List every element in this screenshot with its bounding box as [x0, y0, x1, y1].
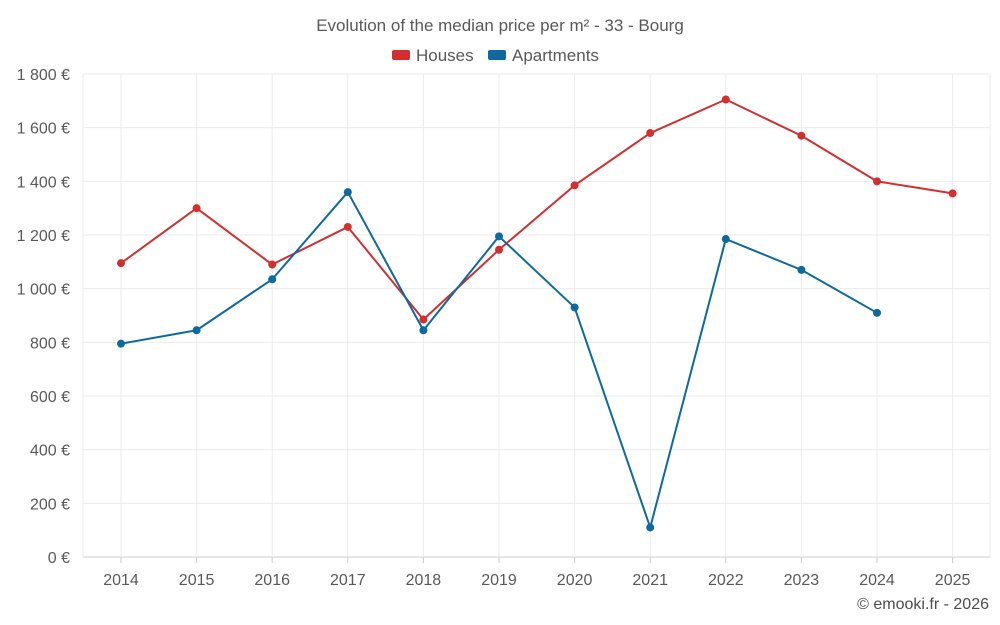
data-point-apartments[interactable] [117, 339, 125, 348]
y-tick-label: 0 € [48, 550, 70, 567]
grid [82, 73, 991, 558]
data-point-houses[interactable] [797, 131, 806, 140]
legend: Houses Apartments [392, 46, 599, 65]
data-point-apartments[interactable] [721, 235, 730, 244]
data-point-apartments[interactable] [495, 232, 503, 241]
y-tick-label: 1 800 € [17, 67, 70, 84]
data-point-apartments[interactable] [570, 303, 579, 312]
x-tick-label: 2023 [784, 572, 820, 589]
x-tick-label: 2016 [254, 572, 290, 589]
series-group [117, 95, 957, 532]
data-point-houses[interactable] [721, 95, 730, 104]
y-tick-label: 1 600 € [17, 121, 70, 138]
series-houses [117, 95, 957, 324]
axes: 0 € 200 € 400 € 600 € 800 € 1 000 € 1 200 € 1 4… [17, 67, 971, 589]
data-point-apartments[interactable] [873, 308, 881, 317]
x-tick-label: 2018 [406, 572, 442, 589]
legend-item-houses[interactable]: Houses [392, 46, 474, 65]
series-line-houses [120, 98, 953, 321]
chart-title: Evolution of the median price per m² - 3… [316, 16, 684, 35]
legend-item-apartments[interactable]: Apartments [488, 46, 599, 65]
legend-label-houses: Houses [416, 46, 474, 65]
legend-swatch-houses [392, 50, 410, 60]
data-point-houses[interactable] [117, 259, 125, 268]
x-tick-label: 2020 [557, 572, 593, 589]
data-point-houses[interactable] [646, 129, 655, 138]
y-tick-label: 600 € [30, 389, 70, 406]
y-tick-label: 1 400 € [17, 174, 70, 191]
data-point-houses[interactable] [268, 260, 277, 269]
legend-swatch-apartments [488, 50, 506, 60]
x-tick-label: 2022 [708, 572, 744, 589]
y-tick-label: 1 200 € [17, 228, 70, 245]
data-point-houses[interactable] [570, 181, 579, 190]
data-point-apartments[interactable] [192, 326, 201, 335]
y-tick-label: 200 € [30, 496, 70, 513]
data-point-houses[interactable] [873, 177, 881, 186]
x-tick-label: 2021 [632, 572, 668, 589]
legend-label-apartments: Apartments [512, 46, 599, 65]
y-tick-label: 1 000 € [17, 282, 70, 299]
data-point-apartments[interactable] [419, 326, 428, 335]
x-tick-label: 2024 [859, 572, 895, 589]
y-tick-label: 400 € [30, 443, 70, 460]
x-tick-label: 2017 [330, 572, 366, 589]
data-point-apartments[interactable] [646, 523, 655, 532]
y-tick-label: 800 € [30, 335, 70, 352]
data-point-houses[interactable] [343, 222, 352, 231]
credit-text: © emooki.fr - 2026 [857, 596, 989, 613]
x-tick-label: 2015 [179, 572, 215, 589]
x-tick-label: 2019 [481, 572, 517, 589]
data-point-houses[interactable] [948, 189, 957, 198]
series-apartments [117, 188, 881, 532]
data-point-houses[interactable] [192, 204, 201, 213]
data-point-houses[interactable] [419, 315, 428, 324]
data-point-apartments[interactable] [268, 275, 277, 284]
x-tick-label: 2025 [935, 572, 971, 589]
data-point-houses[interactable] [495, 245, 503, 254]
x-tick-label: 2014 [103, 572, 139, 589]
data-point-apartments[interactable] [797, 265, 806, 274]
data-point-apartments[interactable] [343, 188, 352, 197]
